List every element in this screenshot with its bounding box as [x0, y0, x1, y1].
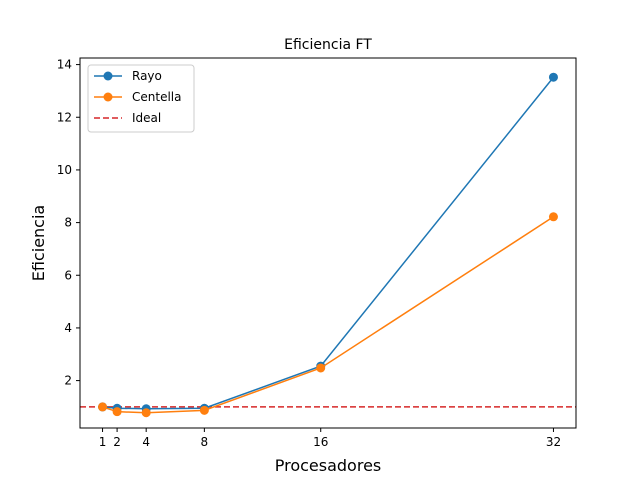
- legend-ideal-label: Ideal: [132, 111, 161, 125]
- series-centella-point: [316, 363, 326, 373]
- y-tick-label: 2: [64, 374, 72, 388]
- x-tick-label: 8: [201, 435, 209, 449]
- plot-frame: [79, 57, 577, 429]
- series-centella-point: [98, 402, 108, 412]
- x-axis-title: Procesadores: [275, 456, 382, 475]
- x-tick-label: 1: [99, 435, 107, 449]
- x-tick-label: 16: [313, 435, 328, 449]
- legend: Rayo Centella Ideal: [87, 64, 195, 133]
- legend-rayo-marker: [103, 71, 113, 81]
- x-tick-label: 32: [546, 435, 561, 449]
- series-centella-point: [548, 212, 558, 222]
- x-axis-ticks: 1 2 4 8 16 32: [99, 428, 561, 449]
- legend-centella-label: Centella: [132, 90, 181, 104]
- y-tick-label: 4: [64, 321, 72, 335]
- series-centella-point: [199, 405, 209, 415]
- x-tick-label: 2: [113, 435, 121, 449]
- legend-box: [87, 64, 195, 133]
- y-tick-label: 10: [57, 163, 72, 177]
- series-layer: [98, 72, 558, 418]
- series-rayo-point: [548, 72, 558, 82]
- y-tick-label: 6: [64, 268, 72, 282]
- series-centella-point: [112, 407, 122, 417]
- legend-rayo-label: Rayo: [132, 69, 162, 83]
- x-tick-label: 4: [142, 435, 150, 449]
- y-axis-ticks: 2 4 6 8 10 12 14: [57, 58, 80, 388]
- legend-centella-marker: [103, 92, 113, 102]
- y-tick-label: 14: [57, 58, 72, 72]
- y-axis-title: Eficiencia: [29, 205, 48, 281]
- series-centella-point: [141, 408, 151, 418]
- y-tick-label: 12: [57, 110, 72, 124]
- y-tick-label: 8: [64, 216, 72, 230]
- chart-title: Eficiencia FT: [284, 37, 372, 53]
